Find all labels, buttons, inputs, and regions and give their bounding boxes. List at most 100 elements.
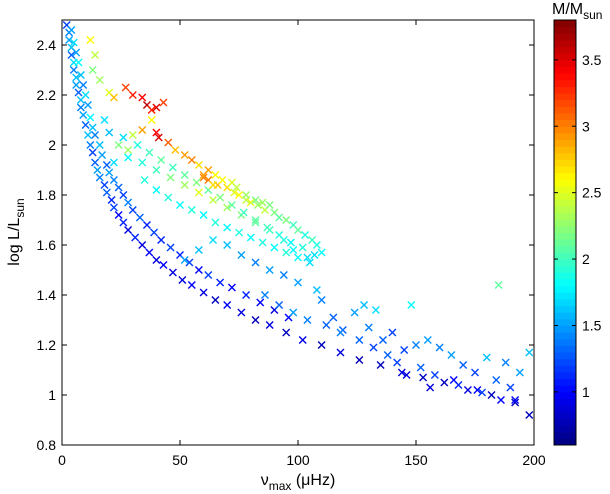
data-point: [74, 88, 83, 97]
x-axis-label: νmax (μHz): [261, 472, 336, 493]
colorbar-band: [554, 66, 576, 74]
data-point: [124, 146, 133, 154]
colorbar-band: [554, 112, 576, 121]
data-point: [81, 121, 90, 129]
data-point: [180, 151, 189, 159]
data-point: [199, 288, 208, 297]
data-point: [109, 158, 118, 167]
data-point: [79, 81, 88, 89]
colorbar-band: [554, 332, 576, 340]
points-layer: [62, 21, 534, 419]
data-point: [478, 388, 487, 397]
data-point: [180, 256, 189, 264]
data-point: [305, 258, 314, 267]
data-point: [303, 316, 312, 324]
y-tick-label: 0.8: [37, 437, 57, 453]
data-point: [109, 93, 118, 102]
colorbar-band: [554, 259, 576, 267]
data-point: [91, 158, 100, 167]
colorbar-tick-label: 3.5: [582, 52, 602, 68]
data-point: [246, 198, 255, 207]
data-point: [301, 231, 310, 239]
data-point: [336, 348, 345, 357]
x-tick-label: 50: [172, 452, 188, 468]
data-point: [109, 203, 118, 212]
y-tick-label: 2: [48, 137, 56, 153]
colorbar-band: [554, 166, 576, 174]
data-point: [496, 396, 505, 404]
data-point: [511, 398, 520, 407]
data-point: [279, 271, 288, 279]
colorbar-band: [554, 99, 576, 107]
data-point: [329, 313, 338, 322]
data-point: [294, 253, 302, 262]
data-point: [102, 161, 111, 169]
data-point: [242, 291, 251, 299]
data-point: [88, 123, 97, 132]
data-point: [159, 261, 168, 269]
data-point: [93, 166, 102, 174]
data-point: [371, 306, 380, 314]
y-tick-label: 1.2: [37, 337, 57, 353]
colorbar-band: [554, 20, 576, 28]
data-point: [164, 193, 173, 202]
data-point: [310, 251, 319, 259]
data-point: [194, 246, 203, 254]
data-point: [265, 321, 274, 329]
y-axis-label-sub: sun: [13, 198, 27, 217]
y-tick-label: 2.2: [37, 87, 57, 103]
data-point: [138, 126, 147, 134]
x-tick-label: 150: [404, 452, 428, 468]
data-point: [364, 323, 373, 332]
data-point: [152, 186, 161, 194]
data-point: [102, 188, 111, 197]
data-point: [166, 173, 175, 182]
data-point: [525, 411, 534, 419]
colorbar-band: [554, 378, 576, 386]
data-point: [393, 358, 402, 367]
colorbar-band: [554, 192, 576, 200]
data-point: [72, 73, 81, 82]
data-point: [218, 176, 227, 184]
data-point: [383, 351, 392, 359]
data-point: [74, 58, 83, 67]
data-point: [402, 371, 411, 379]
colorbar-band: [554, 418, 576, 426]
data-point: [294, 278, 302, 287]
data-point: [251, 218, 260, 227]
x-tick-label: 0: [58, 452, 66, 468]
data-point: [303, 253, 312, 262]
data-point: [147, 106, 156, 114]
data-point: [135, 213, 144, 222]
colorbar-band: [554, 46, 576, 54]
colorbar-band: [554, 139, 576, 147]
colorbar-band: [554, 172, 576, 180]
data-point: [114, 183, 123, 192]
data-point: [223, 203, 232, 212]
data-point: [230, 188, 239, 197]
colorbar-band: [554, 278, 576, 287]
data-point: [171, 146, 180, 154]
data-point: [98, 151, 107, 159]
data-point: [128, 91, 137, 99]
data-point: [412, 341, 420, 349]
data-point: [515, 368, 524, 377]
colorbar-tick-label: 3: [582, 118, 590, 134]
data-point: [360, 301, 369, 309]
data-point: [487, 391, 496, 399]
colorbar-band: [554, 365, 576, 373]
colorbar-tick-label: 2.5: [582, 185, 602, 201]
data-point: [199, 211, 208, 219]
y-tick-label: 1.6: [37, 237, 57, 253]
data-point: [242, 191, 251, 199]
data-point: [91, 51, 100, 59]
colorbar-band: [554, 152, 576, 160]
data-point: [397, 368, 406, 377]
data-point: [178, 276, 187, 284]
colorbar-band: [554, 345, 576, 353]
data-point: [282, 328, 291, 337]
data-point: [275, 213, 284, 222]
data-point: [416, 363, 425, 372]
data-point: [185, 258, 194, 267]
